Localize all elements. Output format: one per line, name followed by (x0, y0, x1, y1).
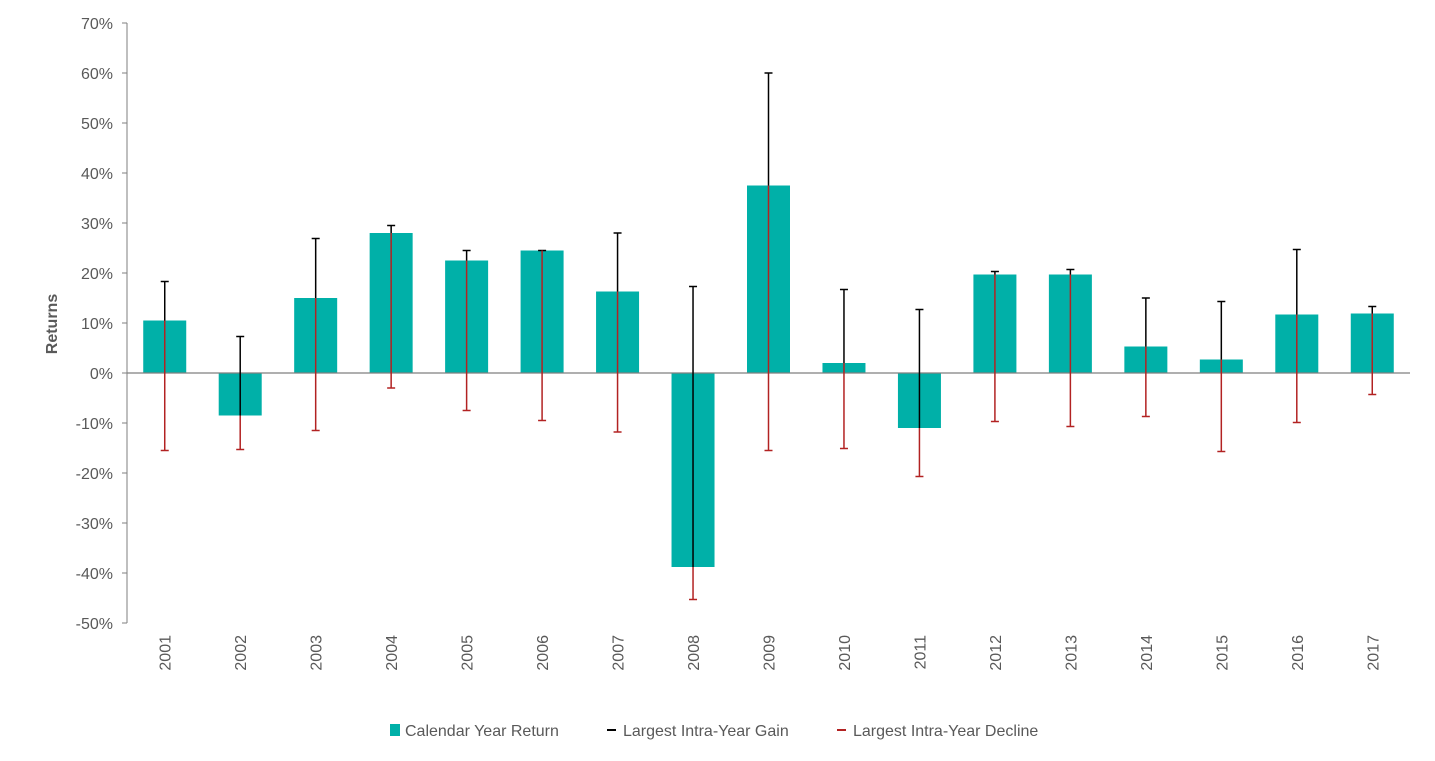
x-tick-label: 2003 (309, 635, 326, 671)
y-tick-label: 30% (81, 216, 113, 233)
x-tick-label: 2012 (988, 635, 1005, 671)
y-tick-label: 0% (90, 366, 113, 383)
y-tick-label: 60% (81, 66, 113, 83)
legend-item-calendar-year-return: Calendar Year Return (390, 723, 559, 740)
y-tick-label: 50% (81, 116, 113, 133)
legend-label: Largest Intra-Year Gain (623, 723, 789, 740)
x-axis-ticks: 2001 2002 2003 2004 2005 2006 2007 2008 2009 2010… (158, 635, 1383, 671)
x-tick-label: 2017 (1365, 635, 1382, 671)
legend-item-largest-intra-year-gain: Largest Intra-Year Gain (607, 723, 789, 740)
y-tick-label: -40% (76, 566, 113, 583)
x-tick-label: 2009 (762, 635, 779, 671)
x-tick-label: 2005 (460, 635, 477, 671)
y-tick-label: 40% (81, 166, 113, 183)
y-axis-label: Returns (44, 294, 61, 355)
x-tick-label: 2010 (837, 635, 854, 671)
x-tick-label: 2002 (233, 635, 250, 671)
x-tick-label: 2011 (912, 635, 929, 670)
y-axis-ticks: 70% 60% 50% 40% 30% 20% 10% 0% -10% -20% -30% -40% -… (76, 16, 127, 633)
legend-label: Largest Intra-Year Decline (853, 723, 1038, 740)
x-tick-label: 2013 (1063, 635, 1080, 671)
legend-swatch-bar (390, 724, 400, 736)
x-tick-label: 2016 (1290, 635, 1307, 671)
legend-item-largest-intra-year-decline: Largest Intra-Year Decline (837, 723, 1038, 740)
y-tick-label: -20% (76, 466, 113, 483)
legend-label: Calendar Year Return (405, 723, 559, 740)
y-tick-label: 70% (81, 16, 113, 33)
y-tick-label: -50% (76, 616, 113, 633)
legend: Calendar Year Return Largest Intra-Year … (390, 723, 1038, 740)
x-tick-label: 2008 (686, 635, 703, 671)
x-tick-label: 2006 (535, 635, 552, 671)
y-tick-label: -30% (76, 516, 113, 533)
x-tick-label: 2001 (158, 635, 175, 671)
x-tick-label: 2015 (1214, 635, 1231, 671)
y-tick-label: 20% (81, 266, 113, 283)
x-tick-label: 2014 (1139, 635, 1156, 671)
x-tick-label: 2007 (611, 635, 628, 671)
y-tick-label: 10% (81, 316, 113, 333)
error-bars (160, 72, 1377, 601)
y-tick-label: -10% (76, 416, 113, 433)
x-tick-label: 2004 (384, 635, 401, 671)
